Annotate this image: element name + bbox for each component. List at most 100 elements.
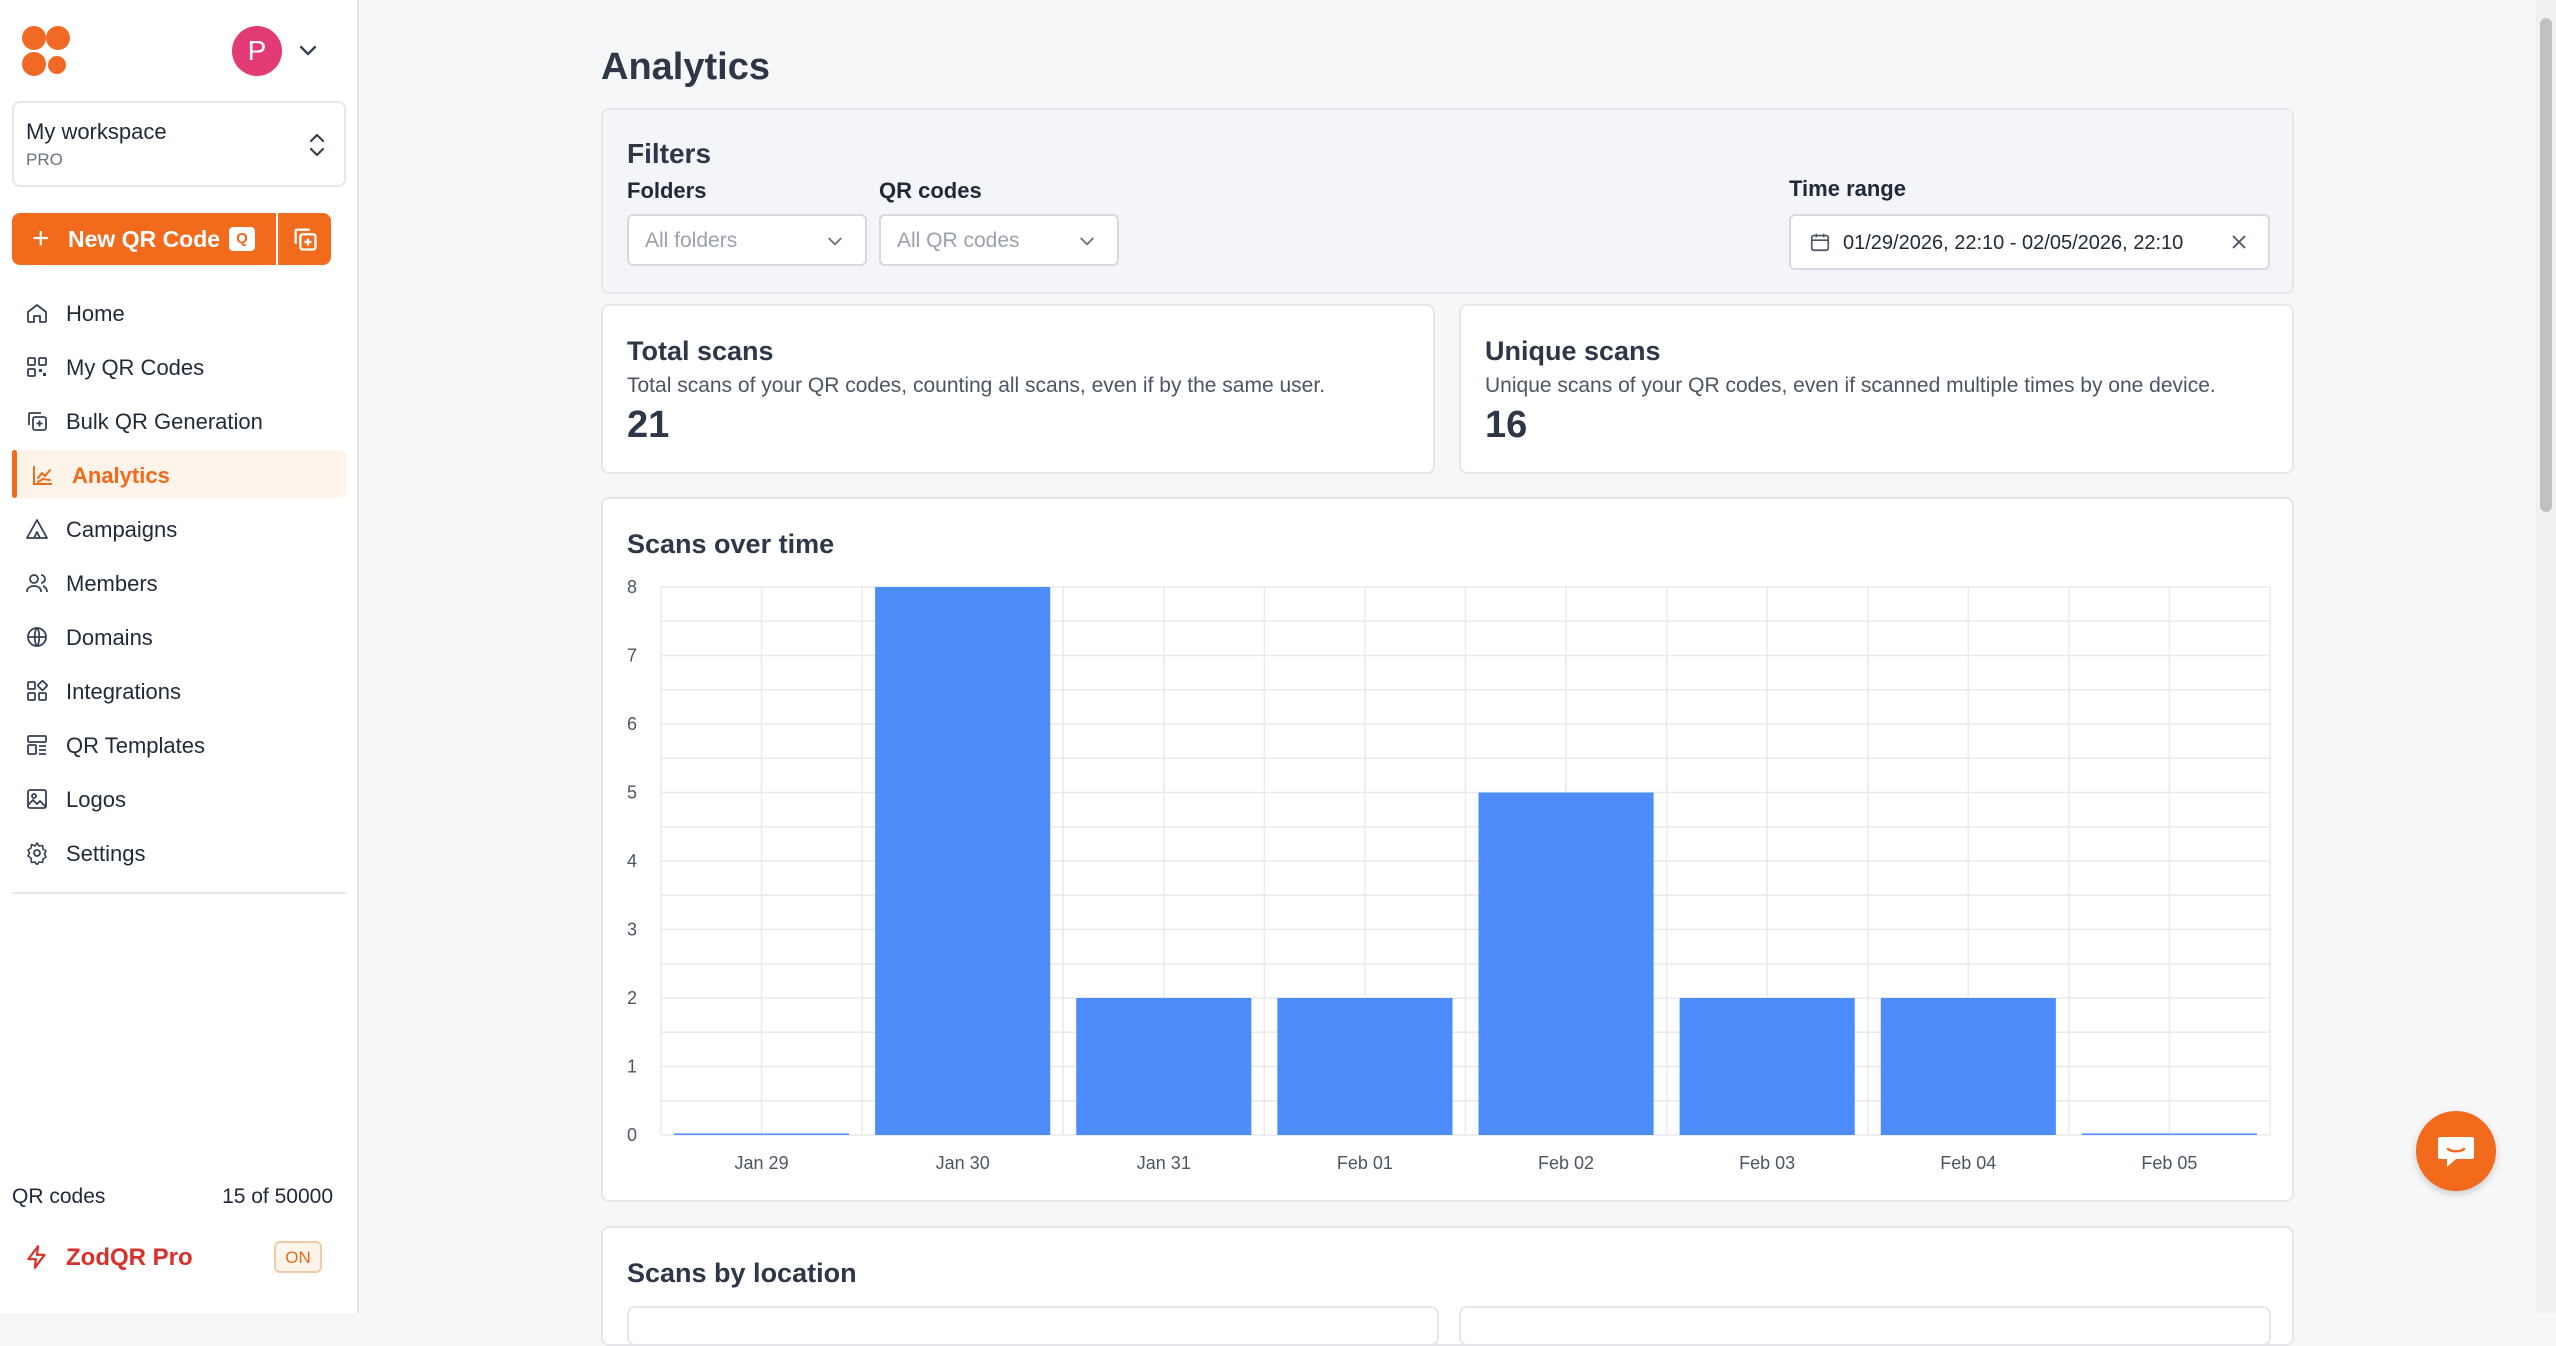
- chevron-down-icon: [1080, 237, 1094, 246]
- sidebar-item-analytics[interactable]: Analytics: [12, 450, 346, 498]
- sidebar-item-label: Settings: [66, 841, 146, 866]
- scans-by-location-card: Scans by location: [601, 1226, 2294, 1346]
- qr-count-value: 15 of 50000: [222, 1185, 333, 1208]
- sidebar-divider: [12, 892, 346, 894]
- sidebar-item-integrations[interactable]: Integrations: [12, 666, 346, 714]
- sidebar-item-label: Integrations: [66, 679, 181, 704]
- sidebar-item-bulk-qr-generation[interactable]: Bulk QR Generation: [12, 396, 346, 444]
- sidebar-item-settings[interactable]: Settings: [12, 828, 346, 876]
- close-icon[interactable]: [2228, 231, 2250, 253]
- avatar[interactable]: P: [232, 26, 282, 76]
- sidebar-item-campaigns[interactable]: Campaigns: [12, 504, 346, 552]
- sidebar-item-label: Members: [66, 571, 158, 596]
- sidebar-item-home[interactable]: Home: [12, 288, 346, 336]
- sidebar-item-domains[interactable]: Domains: [12, 612, 346, 660]
- x-tick-label: Feb 02: [1538, 1153, 1594, 1173]
- calendar-icon: [1810, 233, 1830, 252]
- chevron-updown-icon: [309, 133, 325, 157]
- y-tick-label: 7: [627, 646, 637, 666]
- x-tick-label: Feb 03: [1739, 1153, 1795, 1173]
- copy-plus-icon: [294, 228, 317, 251]
- time-range-value: 01/29/2026, 22:10 - 02/05/2026, 22:10: [1843, 232, 2184, 254]
- y-tick-label: 3: [627, 920, 637, 940]
- y-tick-label: 8: [627, 577, 637, 597]
- gear-icon: [27, 842, 47, 865]
- sidebar-nav: Home My QR Codes Bulk QR Generation Anal…: [12, 288, 346, 882]
- qr-codes-placeholder: All QR codes: [897, 229, 1020, 252]
- folders-placeholder: All folders: [645, 229, 738, 252]
- new-qr-code-label: New QR Code: [68, 226, 221, 252]
- y-tick-label: 1: [627, 1057, 637, 1077]
- y-tick-label: 2: [627, 988, 637, 1008]
- sidebar-item-logos[interactable]: Logos: [12, 774, 346, 822]
- x-tick-label: Feb 01: [1337, 1153, 1393, 1173]
- chart-title: Scans over time: [627, 529, 835, 559]
- chevron-down-icon[interactable]: [296, 38, 320, 62]
- location-map-panel: [627, 1306, 1439, 1346]
- bar: [1880, 998, 2056, 1135]
- bar: [1478, 792, 1654, 1135]
- location-list-panel: [1459, 1306, 2271, 1346]
- shortcut-badge: Q: [229, 227, 255, 251]
- time-range-label: Time range: [1789, 176, 1906, 201]
- qr-codes-select[interactable]: All QR codes: [879, 214, 1119, 266]
- sidebar: P My workspace PRO + New QR Code Q: [0, 0, 359, 1313]
- scans-by-location-title: Scans by location: [627, 1258, 857, 1288]
- folders-select[interactable]: All folders: [627, 214, 867, 266]
- unique-scans-title: Unique scans: [1485, 336, 1661, 366]
- sidebar-item-label: Logos: [66, 787, 126, 812]
- sidebar-item-label: Home: [66, 301, 125, 326]
- pro-plan-row[interactable]: ZodQR Pro ON: [12, 1232, 334, 1282]
- filters-panel: Filters Folders All folders QR codes All…: [601, 108, 2294, 294]
- unique-scans-description: Unique scans of your QR codes, even if s…: [1485, 374, 2216, 397]
- qr-count-label: QR codes: [12, 1185, 106, 1208]
- x-tick-label: Jan 30: [936, 1153, 990, 1173]
- bar: [2081, 1133, 2257, 1135]
- x-tick-label: Feb 04: [1940, 1153, 1996, 1173]
- globe-icon: [27, 627, 47, 647]
- sidebar-item-qr-templates[interactable]: QR Templates: [12, 720, 346, 768]
- unique-scans-value: 16: [1485, 404, 1528, 446]
- sidebar-item-label: Campaigns: [66, 517, 178, 542]
- new-qr-code-button[interactable]: + New QR Code Q: [12, 213, 276, 265]
- chart-icon: [33, 466, 52, 485]
- bar: [1679, 998, 1855, 1135]
- filters-heading: Filters: [627, 138, 712, 169]
- pro-status-badge: ON: [274, 1241, 322, 1273]
- tent-icon: [26, 519, 48, 539]
- chat-support-button[interactable]: [2416, 1111, 2496, 1191]
- logo[interactable]: [22, 26, 74, 78]
- users-icon: [26, 574, 48, 593]
- copy-plus-icon: [28, 412, 47, 431]
- pro-plan-name: ZodQR Pro: [66, 1244, 193, 1271]
- y-tick-label: 6: [627, 714, 637, 734]
- sidebar-item-label: Bulk QR Generation: [66, 409, 263, 434]
- scrollbar-thumb[interactable]: [2540, 18, 2552, 512]
- total-scans-value: 21: [627, 404, 670, 446]
- qr-codes-label: QR codes: [879, 178, 982, 203]
- workspace-switcher[interactable]: My workspace PRO: [12, 101, 346, 187]
- sidebar-item-label: My QR Codes: [66, 355, 205, 380]
- sidebar-item-my-qr-codes[interactable]: My QR Codes: [12, 342, 346, 390]
- chat-icon: [2438, 1137, 2474, 1167]
- scans-over-time-chart: 0 1 2 3 4 5 6 7 8 Jan 29 Jan 30 Jan 31 Feb 01 Feb 02 F…: [627, 577, 2271, 1173]
- x-tick-label: Feb 05: [2141, 1153, 2197, 1173]
- bulk-create-button[interactable]: [278, 213, 331, 265]
- total-scans-description: Total scans of your QR codes, counting a…: [627, 374, 1326, 397]
- bar: [1076, 998, 1252, 1135]
- y-tick-label: 4: [627, 851, 637, 871]
- workspace-name: My workspace: [26, 119, 167, 144]
- sidebar-item-label: QR Templates: [66, 733, 205, 758]
- sidebar-item-label: Analytics: [72, 463, 170, 488]
- bolt-icon: [27, 1245, 46, 1269]
- x-tick-label: Jan 31: [1137, 1153, 1191, 1173]
- home-icon: [27, 304, 47, 323]
- sidebar-item-members[interactable]: Members: [12, 558, 346, 606]
- page-title: Analytics: [601, 46, 770, 88]
- chevron-down-icon: [828, 237, 842, 246]
- image-icon: [27, 789, 47, 809]
- bar: [875, 587, 1051, 1135]
- folders-label: Folders: [627, 178, 707, 203]
- time-range-picker[interactable]: 01/29/2026, 22:10 - 02/05/2026, 22:10: [1789, 214, 2270, 270]
